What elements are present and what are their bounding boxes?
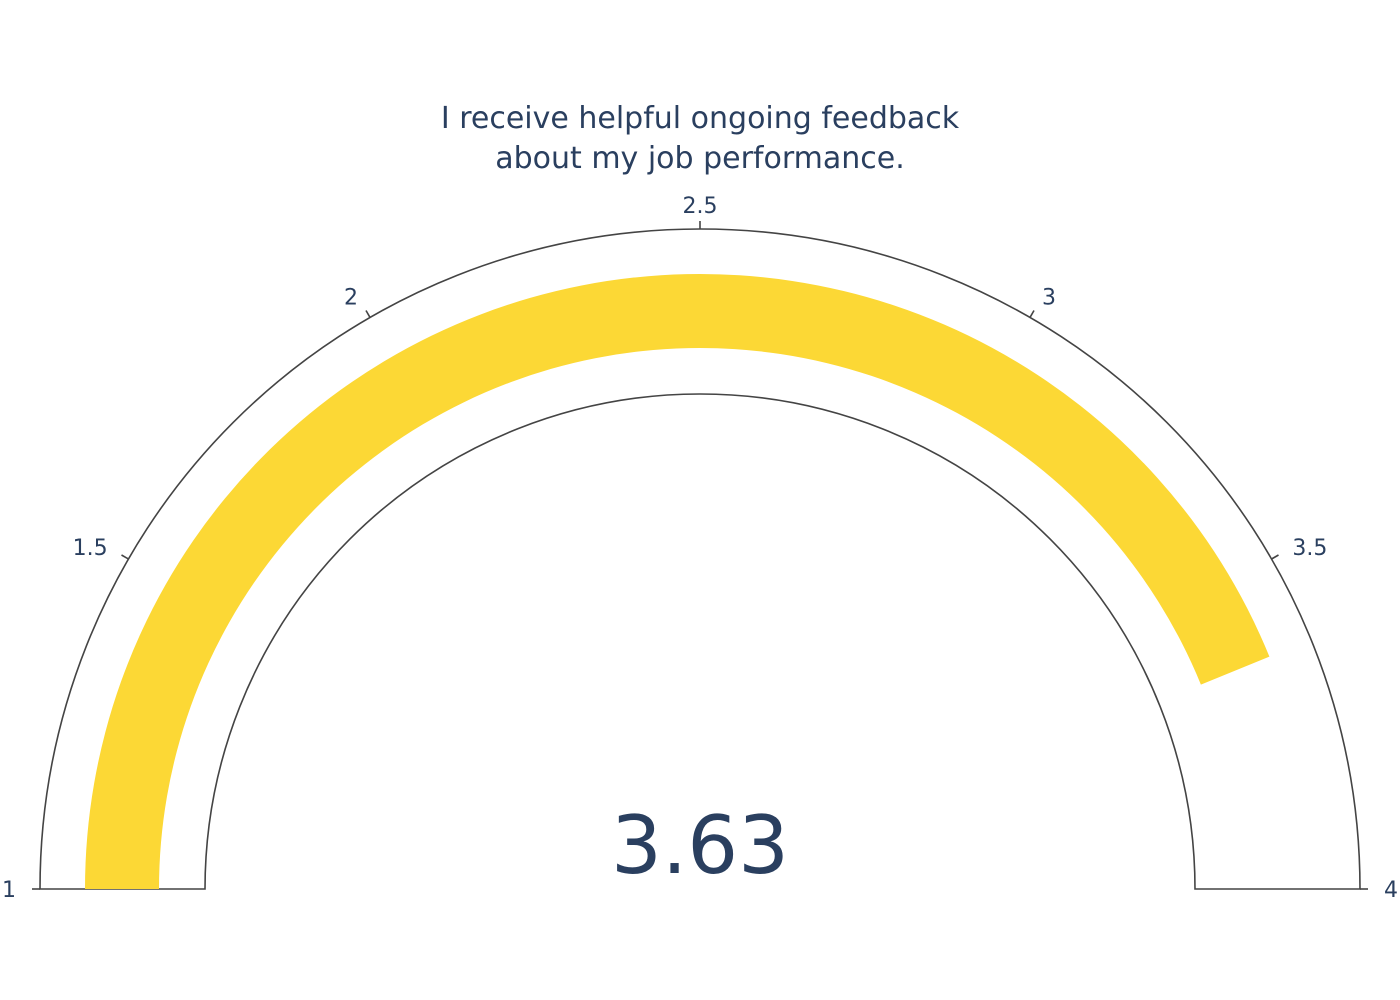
gauge-tick-label: 2.5 [683,194,718,219]
gauge-tick-label: 1 [2,878,16,903]
gauge-tick-label: 3.5 [1292,536,1327,561]
gauge-title-line-2: about my job performance. [495,141,905,176]
gauge-title-line-1: I receive helpful ongoing feedback [441,101,960,136]
gauge-tick-label: 4 [1384,878,1398,903]
gauge-title: I receive helpful ongoing feedback about… [441,101,960,176]
gauge-body [39,228,1361,890]
gauge-ticks: 1 1.5 2 2.5 3 3.5 4 [2,194,1398,903]
gauge-tick-label: 3 [1042,286,1056,311]
gauge-tick-label: 1.5 [73,536,108,561]
gauge-value-bar [85,274,1270,889]
gauge-tick-mark [365,310,371,318]
gauge-value: 3.63 [611,799,789,892]
gauge-tick-mark [121,554,129,560]
gauge-tick-label: 2 [344,286,358,311]
gauge-tick-mark [1029,310,1035,318]
gauge-tick-mark [1271,554,1279,560]
